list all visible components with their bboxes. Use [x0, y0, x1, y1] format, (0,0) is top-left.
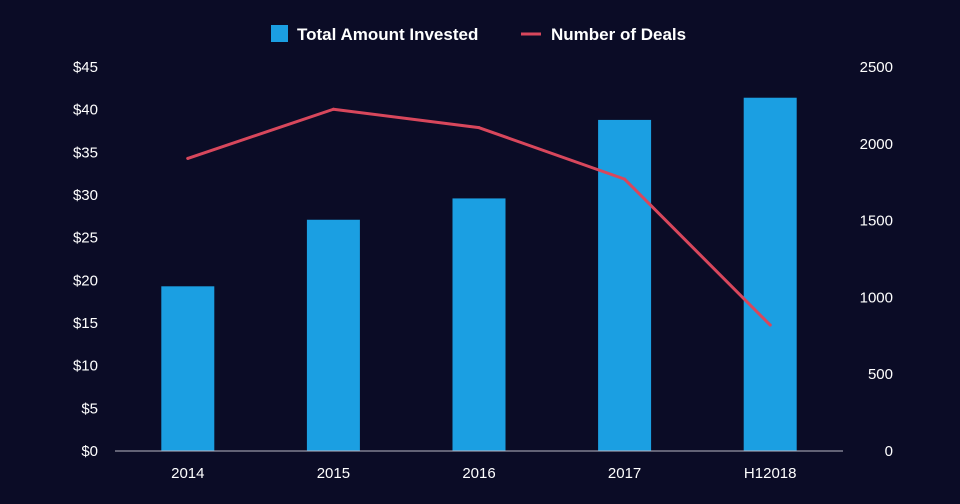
bar-2015[interactable] [306, 219, 360, 451]
bar-2017[interactable] [598, 119, 652, 451]
y-left-tick-label: $20 [73, 272, 98, 289]
y-right-tick-label: 1000 [860, 289, 893, 306]
y-left-tick-label: $30 [73, 187, 98, 204]
bar-2016[interactable] [452, 198, 506, 451]
deals-point-2015[interactable] [331, 107, 335, 111]
y-left-tick-label: $45 [73, 59, 98, 76]
bar-h12018[interactable] [743, 97, 797, 451]
deals-point-2014[interactable] [186, 156, 190, 160]
y-right-tick-label: 2000 [860, 136, 893, 153]
y-left-tick-label: $40 [73, 102, 98, 119]
x-axis: 2014 2015 2016 2017 H12018 [171, 465, 796, 482]
bar-2014[interactable] [161, 286, 215, 451]
legend-bar-swatch [271, 25, 288, 42]
y-axis-right: 0 500 1000 1500 2000 2500 [860, 59, 893, 460]
deals-point-2017[interactable] [623, 177, 627, 181]
deals-point-2016[interactable] [477, 126, 481, 130]
x-tick-label: 2016 [462, 465, 495, 482]
y-left-tick-label: $35 [73, 144, 98, 161]
line-series-number-of-deals [186, 107, 772, 327]
chart-legend: Total Amount Invested Number of Deals [271, 25, 686, 44]
deals-point-h12018[interactable] [768, 323, 772, 327]
y-right-tick-label: 500 [868, 366, 893, 383]
legend-bar-label: Total Amount Invested [297, 25, 478, 44]
y-left-tick-label: $25 [73, 230, 98, 247]
y-left-tick-label: $10 [73, 358, 98, 375]
y-right-tick-label: 2500 [860, 59, 893, 76]
legend-item-line[interactable]: Number of Deals [521, 25, 686, 44]
x-tick-label: H12018 [744, 465, 797, 482]
bar-series-total-amount-invested [161, 97, 797, 451]
y-left-tick-label: $0 [81, 443, 98, 460]
legend-item-bar[interactable]: Total Amount Invested [271, 25, 478, 44]
x-tick-label: 2014 [171, 465, 204, 482]
x-tick-label: 2015 [317, 465, 350, 482]
y-axis-left: $0 $5 $10 $15 $20 $25 $30 $35 $40 $45 [73, 59, 98, 460]
y-left-tick-label: $15 [73, 315, 98, 332]
y-right-tick-label: 0 [885, 443, 893, 460]
legend-line-label: Number of Deals [551, 25, 686, 44]
x-tick-label: 2017 [608, 465, 641, 482]
y-left-tick-label: $5 [81, 400, 98, 417]
y-right-tick-label: 1500 [860, 213, 893, 230]
